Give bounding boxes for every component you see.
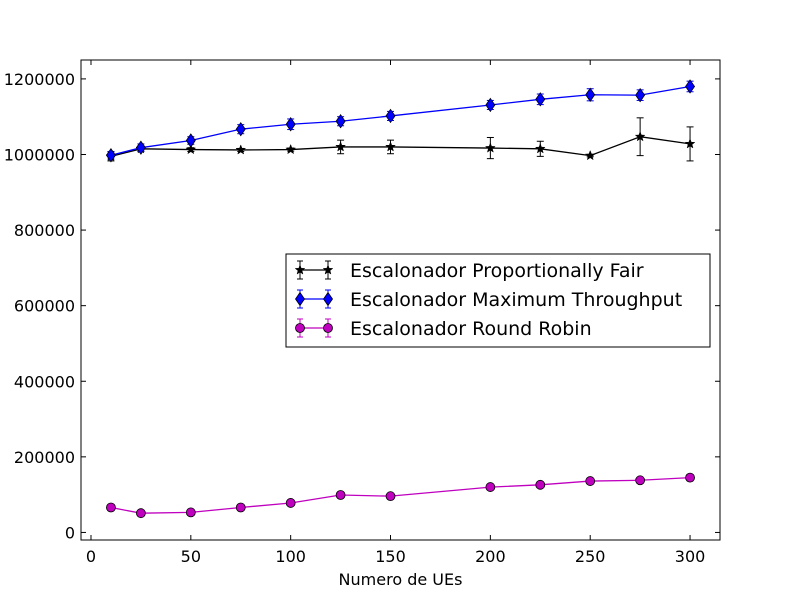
- legend-marker: [294, 264, 306, 275]
- data-point: [485, 482, 496, 492]
- x-tick-label: 200: [475, 547, 506, 566]
- legend-marker: [295, 291, 305, 307]
- data-point: [185, 507, 196, 518]
- series-2: [106, 472, 695, 519]
- data-point: [335, 141, 347, 152]
- data-point: [385, 108, 396, 124]
- legend: Escalonador Proportionally Fair Escalonad…: [285, 253, 711, 348]
- data-point: [335, 114, 346, 129]
- x-tick-label: 300: [675, 547, 706, 566]
- y-tick-label: 600000: [14, 297, 75, 316]
- data-point: [105, 148, 116, 163]
- x-tick-label: 100: [275, 547, 306, 566]
- data-point: [634, 131, 646, 142]
- data-point: [285, 143, 297, 155]
- plot-area: [105, 79, 696, 519]
- y-tick-label: 400000: [14, 372, 75, 391]
- data-point: [535, 479, 546, 490]
- data-point: [685, 472, 695, 483]
- data-point: [285, 498, 296, 508]
- data-point: [385, 491, 396, 502]
- legend-label: Escalonador Proportionally Fair: [350, 260, 644, 282]
- x-axis: 0 50 100 150 200 250 300: [86, 60, 705, 566]
- y-tick-label: 200000: [14, 448, 75, 467]
- data-point: [684, 138, 696, 149]
- y-axis: 0 200000 400000 600000 800000 1000000 1200000: [4, 70, 720, 542]
- legend-marker: [322, 264, 334, 275]
- data-point: [235, 121, 246, 137]
- data-point: [585, 87, 596, 102]
- data-point: [285, 117, 296, 132]
- data-point: [584, 149, 596, 161]
- legend-box: [285, 253, 711, 348]
- data-point: [185, 143, 197, 155]
- legend-label: Escalonador Maximum Throughput: [350, 289, 682, 311]
- data-point: [535, 92, 546, 107]
- legend-marker: [295, 323, 305, 333]
- data-point: [585, 476, 596, 486]
- series-line: [110, 85, 691, 156]
- series-1: [105, 79, 696, 163]
- data-point: [235, 502, 246, 513]
- data-point: [635, 87, 646, 103]
- legend-marker: [323, 323, 333, 333]
- x-tick-label: 50: [181, 547, 201, 566]
- data-point: [385, 141, 396, 152]
- data-point: [484, 142, 496, 153]
- plot-frame: [80, 59, 721, 541]
- series-line: [110, 476, 691, 514]
- data-point: [135, 140, 146, 155]
- data-point: [235, 144, 247, 155]
- x-tick-label: 250: [575, 547, 606, 566]
- data-point: [335, 490, 346, 500]
- y-tick-label: 1000000: [4, 145, 75, 164]
- data-point: [534, 143, 546, 154]
- data-point: [136, 508, 146, 519]
- data-point: [635, 475, 646, 486]
- series-line: [110, 136, 691, 158]
- x-tick-label: 0: [86, 547, 96, 566]
- y-tick-label: 1200000: [4, 70, 75, 89]
- data-point: [106, 502, 116, 513]
- data-point: [685, 79, 696, 94]
- legend-label: Escalonador Round Robin: [350, 318, 592, 340]
- y-tick-label: 0: [65, 523, 75, 542]
- data-point: [485, 97, 496, 113]
- y-tick-label: 800000: [14, 221, 75, 240]
- x-axis-title: Numero de UEs: [339, 570, 463, 589]
- legend-marker: [323, 291, 333, 307]
- data-point: [185, 133, 196, 148]
- x-tick-label: 150: [375, 547, 406, 566]
